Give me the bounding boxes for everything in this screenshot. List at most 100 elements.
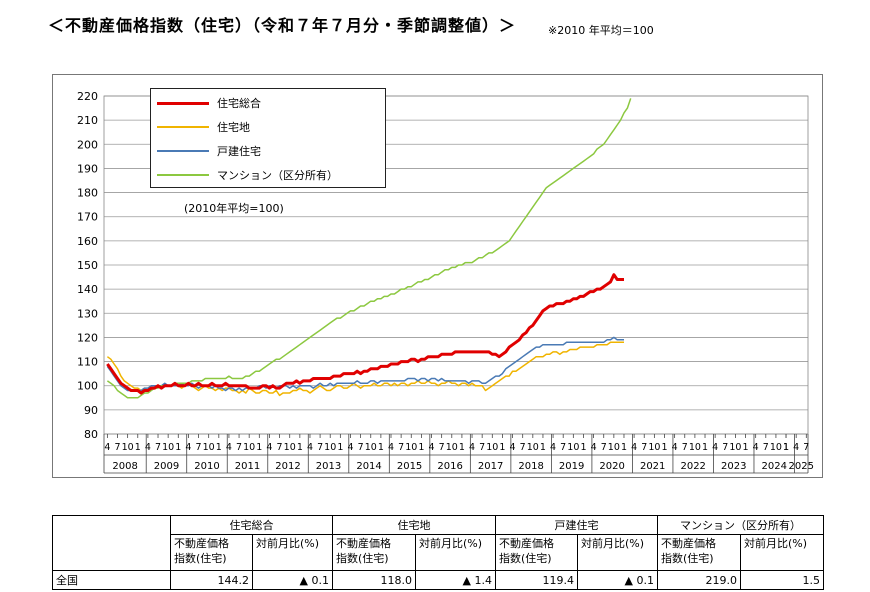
x-tick-label: 4 — [469, 442, 475, 453]
x-tick-label: 1 — [459, 442, 465, 453]
x-year-label: 2019 — [559, 461, 584, 472]
x-year-label: 2016 — [437, 461, 462, 472]
sub-header-index: 不動産価格 指数(住宅) — [657, 534, 741, 571]
x-tick-label: 4 — [428, 442, 434, 453]
sub-header-change: 対前月比(%) — [415, 534, 496, 571]
x-year-label: 2009 — [154, 461, 179, 472]
x-tick-label: 7 — [439, 442, 445, 453]
x-tick-label: 4 — [753, 442, 759, 453]
x-year-label: 2013 — [316, 461, 341, 472]
x-tick-label: 7 — [277, 442, 283, 453]
x-tick-label: 10 — [122, 442, 134, 453]
x-year-label: 2024 — [762, 461, 787, 472]
x-tick-label: 10 — [243, 442, 255, 453]
x-tick-label: 10 — [567, 442, 579, 453]
x-tick-label: 7 — [398, 442, 404, 453]
series-line-0 — [106, 273, 624, 395]
x-tick-label: 7 — [682, 442, 688, 453]
x-tick-label: 1 — [702, 442, 708, 453]
x-tick-label: 4 — [793, 442, 799, 453]
sub-header-index: 不動産価格 指数(住宅) — [170, 534, 253, 571]
x-tick-label: 7 — [114, 442, 120, 453]
x-tick-label: 1 — [580, 442, 586, 453]
x-tick-label: 4 — [510, 442, 516, 453]
sub-header-change: 対前月比(%) — [252, 534, 333, 571]
y-tick-label: 90 — [84, 404, 98, 417]
series-line-3 — [106, 98, 632, 399]
x-year-label: 2021 — [640, 461, 665, 472]
table-corner-cell — [52, 515, 171, 571]
legend-swatch-house — [157, 150, 209, 152]
x-tick-label: 7 — [763, 442, 769, 453]
group-header-house: 戸建住宅 — [495, 515, 658, 535]
table-group-header-row: 住宅総合 住宅地 戸建住宅 マンション（区分所有） — [52, 515, 824, 571]
x-tick-label: 7 — [803, 442, 809, 453]
x-tick-label: 4 — [591, 442, 597, 453]
series-line-1 — [106, 341, 624, 397]
x-tick-label: 7 — [641, 442, 647, 453]
base-year-note: ※2010 年平均＝100 — [548, 24, 654, 37]
y-tick-label: 140 — [77, 283, 98, 296]
cell-land-index: 118.0 — [332, 570, 416, 590]
x-tick-label: 4 — [347, 442, 353, 453]
x-tick-label: 4 — [226, 442, 232, 453]
legend-swatch-condo — [157, 174, 209, 176]
x-year-label: 2008 — [112, 461, 137, 472]
x-tick-label: 10 — [527, 442, 539, 453]
x-tick-label: 7 — [560, 442, 566, 453]
y-tick-label: 160 — [77, 235, 98, 248]
x-tick-label: 4 — [550, 442, 556, 453]
x-tick-label: 10 — [324, 442, 336, 453]
x-tick-label: 1 — [418, 442, 424, 453]
table-sub-header-row: 不動産価格 指数(住宅) 対前月比(%) 不動産価格 指数(住宅) 対前月比(%… — [53, 534, 824, 571]
chart-frame — [52, 74, 823, 478]
x-tick-label: 10 — [729, 442, 741, 453]
cell-condo-change: 1.5 — [740, 570, 824, 590]
table-row: 全国 144.2 ▲ 0.1 118.0 ▲ 1.4 119.4 ▲ 0.1 2… — [52, 570, 824, 590]
x-tick-label: 10 — [284, 442, 296, 453]
y-tick-label: 110 — [77, 356, 98, 369]
legend-item-total: 住宅総合 — [157, 95, 261, 111]
x-year-label: 2014 — [356, 461, 381, 472]
x-tick-label: 4 — [145, 442, 151, 453]
x-tick-label: 4 — [266, 442, 272, 453]
x-tick-label: 10 — [608, 442, 620, 453]
x-year-label: 2023 — [721, 461, 746, 472]
cell-total-change: ▲ 0.1 — [252, 570, 333, 590]
x-tick-label: 4 — [185, 442, 191, 453]
summary-table: 住宅総合 住宅地 戸建住宅 マンション（区分所有） 不動産価格 指数(住宅) 対… — [52, 515, 824, 590]
x-tick-label: 4 — [672, 442, 678, 453]
x-tick-label: 10 — [689, 442, 701, 453]
cell-total-index: 144.2 — [170, 570, 253, 590]
x-year-label: 2015 — [397, 461, 422, 472]
x-tick-label: 7 — [196, 442, 202, 453]
sub-header-index: 不動産価格 指数(住宅) — [332, 534, 416, 571]
y-tick-label: 210 — [77, 114, 98, 127]
x-tick-label: 4 — [388, 442, 394, 453]
sub-header-change: 対前月比(%) — [577, 534, 658, 571]
x-tick-label: 1 — [499, 442, 505, 453]
x-tick-label: 4 — [104, 442, 110, 453]
x-tick-label: 1 — [378, 442, 384, 453]
x-year-label: 2025 — [789, 461, 814, 472]
x-tick-label: 7 — [520, 442, 526, 453]
x-tick-label: 4 — [631, 442, 637, 453]
row-label: 全国 — [52, 570, 171, 590]
group-header-total: 住宅総合 — [170, 515, 333, 535]
cell-house-change: ▲ 0.1 — [577, 570, 658, 590]
y-tick-label: 170 — [77, 211, 98, 224]
x-tick-label: 10 — [770, 442, 782, 453]
x-tick-label: 7 — [317, 442, 323, 453]
x-tick-label: 7 — [601, 442, 607, 453]
x-tick-label: 1 — [256, 442, 262, 453]
legend-label-condo: マンション（区分所有） — [217, 169, 338, 182]
x-tick-label: 1 — [783, 442, 789, 453]
y-tick-label: 180 — [77, 187, 98, 200]
x-tick-label: 4 — [307, 442, 313, 453]
y-tick-label: 220 — [77, 90, 98, 103]
group-header-condo: マンション（区分所有） — [657, 515, 824, 535]
cell-land-change: ▲ 1.4 — [415, 570, 496, 590]
y-tick-label: 150 — [77, 259, 98, 272]
x-tick-label: 7 — [358, 442, 364, 453]
